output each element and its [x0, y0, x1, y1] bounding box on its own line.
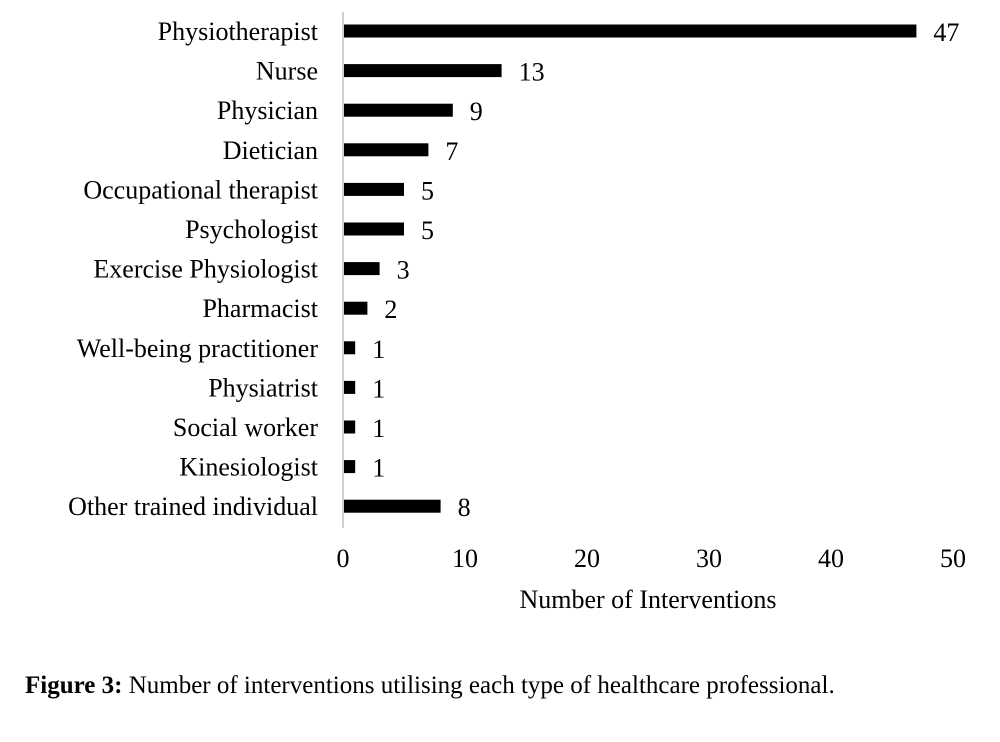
category-label: Social worker: [173, 413, 318, 442]
data-label: 47: [933, 18, 959, 47]
data-label: 5: [421, 216, 434, 245]
chart-svg: Physiotherapist Nurse Physician Dietician Oc…: [68, 12, 967, 614]
bar-7: [344, 301, 368, 315]
x-axis-title: Number of Interventions: [519, 585, 776, 614]
x-tick-label: 20: [574, 544, 600, 573]
data-label: 1: [372, 414, 385, 443]
x-axis-ticks: 0 10 20 30 40 50: [337, 544, 967, 573]
bar-9: [344, 380, 356, 394]
bar-12: [344, 499, 441, 513]
category-label: Occupational therapist: [83, 175, 318, 204]
bar-8: [344, 341, 356, 355]
bar-4: [344, 182, 404, 196]
data-label: 2: [384, 295, 397, 324]
category-label: Kinesiologist: [179, 453, 318, 482]
data-label: 5: [421, 176, 434, 205]
x-tick-label: 30: [696, 544, 722, 573]
x-tick-label: 10: [452, 544, 478, 573]
bar-0: [344, 24, 917, 38]
figure-caption: Figure 3: Number of interventions utilis…: [25, 672, 985, 700]
bars: [344, 24, 917, 513]
category-label: Physiotherapist: [158, 17, 319, 46]
bar-2: [344, 103, 453, 117]
bar-5: [344, 222, 404, 236]
bar-6: [344, 262, 380, 276]
data-label: 8: [458, 493, 471, 522]
category-labels: Physiotherapist Nurse Physician Dietician Oc…: [68, 17, 319, 521]
data-label: 1: [372, 454, 385, 483]
x-tick-label: 0: [337, 544, 350, 573]
bar-3: [344, 143, 429, 157]
x-tick-label: 40: [818, 544, 844, 573]
category-label: Nurse: [256, 57, 318, 86]
bar-10: [344, 420, 356, 434]
category-label: Well-being practitioner: [77, 334, 319, 363]
data-label: 3: [397, 256, 410, 285]
bar-11: [344, 460, 356, 474]
caption-lead: Figure 3:: [25, 672, 123, 699]
category-label: Dietician: [223, 136, 318, 165]
data-label: 1: [372, 374, 385, 403]
category-label: Other trained individual: [68, 492, 318, 521]
category-label: Pharmacist: [202, 294, 318, 323]
data-label: 1: [372, 335, 385, 364]
category-label: Exercise Physiologist: [93, 255, 318, 284]
data-label: 13: [519, 58, 545, 87]
data-label: 7: [445, 137, 458, 166]
bar-chart: Physiotherapist Nurse Physician Dietician Oc…: [68, 12, 967, 614]
caption-text: Number of interventions utilising each t…: [122, 672, 835, 699]
data-label: 9: [470, 97, 483, 126]
category-label: Psychologist: [185, 215, 319, 244]
bar-1: [344, 64, 502, 78]
x-tick-label: 50: [940, 544, 966, 573]
category-label: Physician: [217, 96, 318, 125]
category-label: Physiatrist: [208, 373, 319, 402]
